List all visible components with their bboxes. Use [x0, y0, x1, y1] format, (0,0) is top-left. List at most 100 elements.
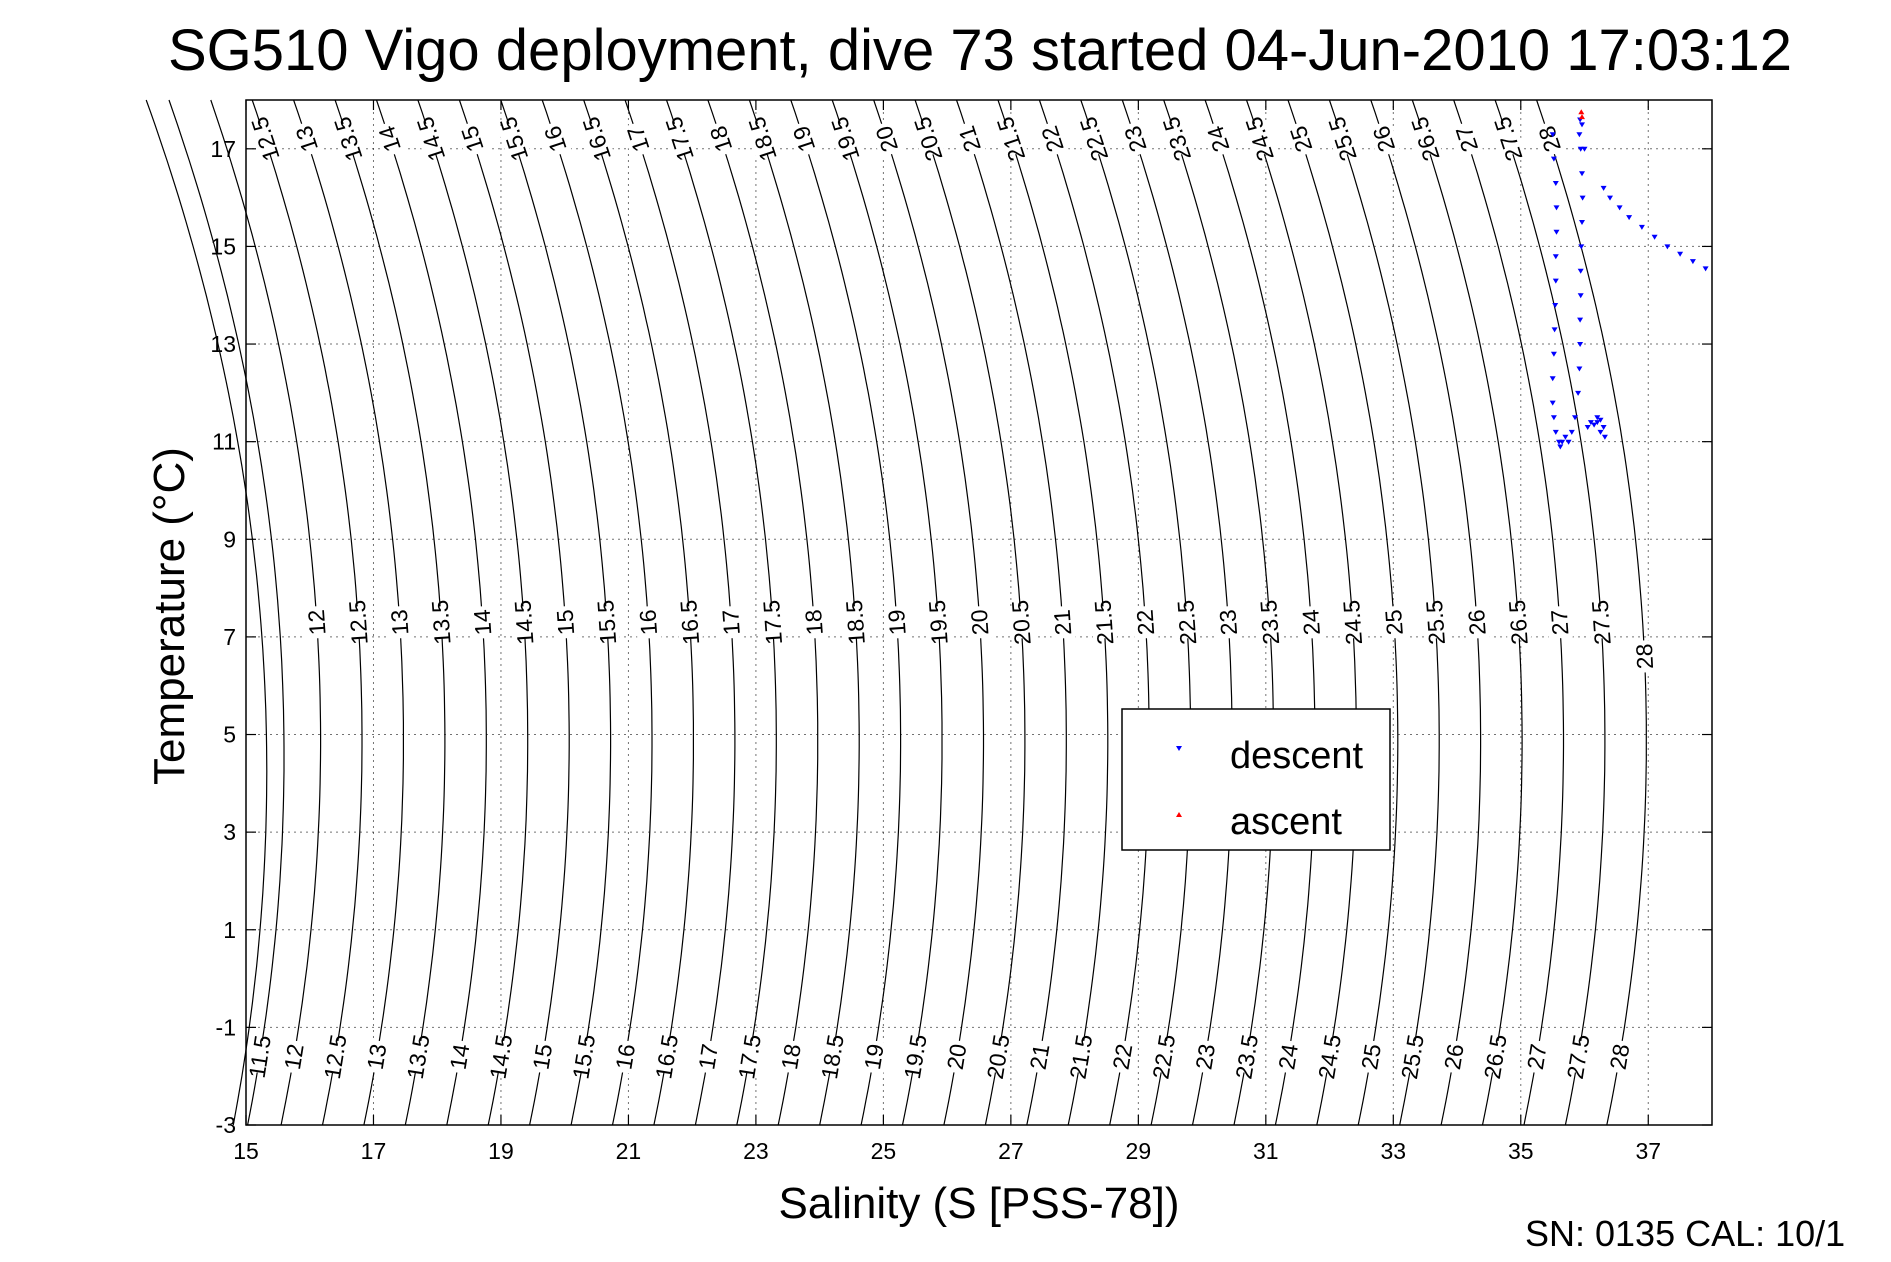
contour-label-12.5: 12.5	[344, 599, 373, 645]
contour-label-mask	[1049, 605, 1076, 640]
descent-point	[1584, 425, 1591, 430]
descent-point	[1568, 429, 1575, 435]
contour-label-mask	[1533, 120, 1566, 158]
contour-label-mask	[1036, 120, 1069, 158]
contour-label-mask	[1190, 1038, 1220, 1075]
contour-label-mask	[663, 120, 696, 158]
y-tick-label: 1	[223, 917, 236, 943]
contour-label-25.5: 25.5	[1421, 599, 1450, 645]
descent-point	[1600, 425, 1607, 430]
contour-label-26: 26	[1463, 609, 1491, 636]
contour-label-13: 13	[386, 609, 414, 636]
contour-label-20: 20	[942, 1042, 972, 1071]
descent-point	[1577, 317, 1584, 323]
contour-label-25: 25	[1356, 1042, 1386, 1071]
contour-label-15: 15	[551, 609, 579, 636]
contour-label-mask	[245, 1039, 275, 1075]
descent-point	[1689, 259, 1696, 265]
contour-label-mask	[717, 605, 745, 640]
contour-label-mask	[248, 120, 282, 158]
contour-label-mask	[331, 120, 365, 158]
contour-label-mask	[693, 1039, 723, 1075]
contour-label-mask	[569, 1039, 599, 1075]
contour-label-mask	[859, 1038, 889, 1075]
contour-label-mask	[1118, 120, 1152, 158]
legend: descent ascent	[1121, 708, 1391, 851]
contour-label-mask	[676, 605, 703, 640]
descent-point	[1577, 268, 1584, 274]
contour-label-mask	[1132, 605, 1159, 640]
contour-label-mask	[345, 605, 372, 640]
contour-label-22: 22	[1108, 1042, 1138, 1071]
descent-point	[1578, 244, 1585, 250]
contour-label-14: 14	[445, 1042, 475, 1072]
contour-label-mask	[469, 605, 496, 640]
x-tick-label: 35	[1508, 1138, 1534, 1164]
contour-label-mask	[1491, 120, 1525, 158]
contour-label-mask	[1339, 605, 1366, 640]
contour-label-20: 20	[966, 609, 994, 636]
contour-label-17: 17	[693, 1042, 723, 1071]
contour-label-mask	[610, 1038, 640, 1075]
contour-label-mask	[1356, 1039, 1386, 1075]
contour-label-21: 21	[1025, 1042, 1055, 1071]
contour-label-24: 24	[1273, 1042, 1303, 1072]
contour-label-mask	[538, 120, 572, 158]
x-tick-label: 25	[871, 1138, 897, 1164]
descent-point	[1616, 205, 1623, 211]
contour-label-mask	[1563, 1038, 1593, 1075]
contour-label-mask	[510, 605, 538, 640]
contour-label-mask	[1025, 1038, 1054, 1075]
x-tick-label: 29	[1126, 1138, 1152, 1164]
contour-label-mask	[818, 1039, 847, 1075]
isopycnal-28	[1536, 99, 1647, 1126]
descent-point	[1549, 400, 1556, 406]
descent-point	[1552, 303, 1559, 308]
y-tick-label: 17	[210, 136, 236, 162]
contour-label-mask	[1243, 120, 1276, 158]
contour-label-mask	[735, 1038, 764, 1075]
contour-label-mask	[1588, 605, 1615, 640]
isopycnal-11	[145, 99, 268, 1126]
contour-label-mask	[1256, 605, 1283, 640]
contour-label-mask	[925, 605, 952, 640]
x-tick-label: 19	[488, 1138, 514, 1164]
contour-label-24.5: 24.5	[1338, 599, 1367, 645]
descent-point	[1594, 415, 1601, 421]
contour-label-22: 22	[1131, 609, 1159, 636]
descent-point	[1651, 234, 1658, 240]
contour-label-22.5: 22.5	[1172, 599, 1201, 645]
contour-label-mask	[1077, 120, 1111, 158]
y-tick-label: 15	[210, 233, 236, 259]
descent-point	[1702, 266, 1709, 272]
contour-label-mask	[486, 1038, 516, 1075]
x-tick-label: 21	[616, 1138, 642, 1164]
contour-label-25: 25	[1380, 609, 1408, 636]
contour-label-mask	[1522, 1039, 1552, 1075]
descent-point	[1552, 429, 1559, 435]
x-tick-label: 17	[361, 1138, 387, 1164]
contour-label-mask	[983, 1039, 1013, 1075]
density-contour-labels: 11.5121212.512.512.513131313.513.513.514…	[244, 114, 1659, 1081]
contour-label-12: 12	[303, 609, 331, 636]
contour-label-mask	[787, 120, 821, 158]
contour-label-mask	[1315, 1038, 1344, 1075]
contour-label-mask	[362, 1038, 392, 1075]
descent-point	[1550, 156, 1557, 162]
y-tick-label: 5	[223, 722, 236, 748]
contour-label-27: 27	[1546, 609, 1574, 636]
descent-point	[1553, 229, 1560, 235]
contour-label-mask	[373, 120, 406, 158]
contour-label-mask	[953, 120, 986, 158]
y-tick-label: -1	[216, 1014, 236, 1040]
descent-point	[1550, 351, 1557, 357]
contour-label-mask	[1546, 605, 1573, 640]
contour-label-mask	[911, 120, 945, 158]
contour-label-24: 24	[1297, 608, 1325, 636]
contour-label-mask	[527, 1038, 557, 1075]
descent-point	[1565, 439, 1572, 445]
descent-point	[1577, 293, 1584, 299]
descent-point	[1626, 215, 1633, 221]
x-tick-labels: 15 17 19 21 23 25 27 29 31 33 35 37	[233, 1138, 1661, 1164]
